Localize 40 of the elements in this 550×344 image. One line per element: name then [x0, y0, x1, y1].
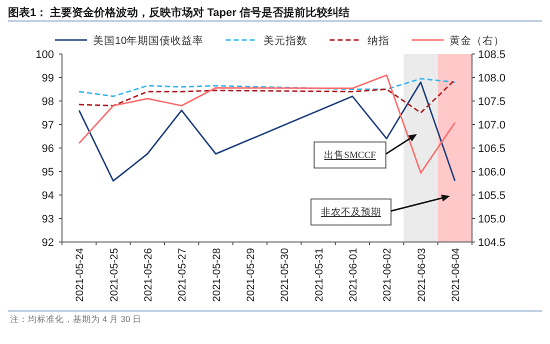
legend-label: 黄金（右） [450, 34, 505, 47]
x-tick-label: 2021-06-02 [382, 248, 394, 302]
y-tick-label: 100 [36, 49, 54, 61]
x-tick-label: 2021-05-24 [74, 248, 86, 302]
y-tick-label: 99 [42, 72, 54, 84]
legend-label: 美元指数 [264, 34, 308, 47]
legend-label: 美国10年期国债收益率 [93, 34, 204, 47]
x-tick-label: 2021-05-31 [313, 248, 326, 302]
y-tick-label: 98 [42, 96, 54, 108]
y2-tick-label: 105.5 [478, 190, 506, 202]
x-tick-label: 2021-06-04 [450, 248, 462, 302]
y2-tick-label: 108.0 [478, 72, 506, 84]
y-tick-label: 95 [42, 166, 54, 178]
x-tick-label: 2021-05-29 [244, 248, 257, 302]
line-series [78, 78, 456, 98]
y-tick-label: 96 [42, 143, 54, 155]
y2-tick-label: 106.5 [478, 143, 506, 155]
annotation: 出售SMCCF [324, 149, 376, 161]
annotation: 非农不及预期 [321, 206, 381, 218]
text: 注：均标准化，基期为 4 月 30 日 [10, 314, 142, 324]
y-tick-label: 92 [42, 237, 54, 249]
chart-title: 图表1： 主要资金价格波动，反映市场对 Taper 信号是否提前比较纠结 [8, 6, 350, 19]
y2-tick-label: 104.5 [478, 237, 506, 249]
x-tick-label: 2021-05-28 [210, 248, 223, 302]
y2-tick-label: 107.0 [478, 120, 506, 132]
x-tick-label: 2021-05-27 [176, 248, 189, 302]
y2-tick-label: 106.0 [478, 166, 506, 178]
x-tick-label: 2021-06-03 [416, 248, 428, 302]
y2-tick-label: 107.5 [478, 96, 506, 108]
y2-tick-label: 105.0 [478, 214, 506, 226]
legend-label: 纳指 [368, 35, 390, 47]
y-tick-label: 93 [42, 214, 54, 226]
line-series [78, 79, 456, 114]
y-tick-label: 94 [42, 190, 54, 202]
y2-tick-label: 108.5 [478, 49, 506, 61]
x-tick-label: 2021-05-30 [279, 248, 292, 302]
y-tick-label: 97 [42, 120, 54, 132]
x-tick-label: 2021-05-26 [142, 248, 154, 302]
x-tick-label: 2021-06-01 [347, 248, 360, 302]
x-tick-label: 2021-05-25 [108, 248, 120, 302]
